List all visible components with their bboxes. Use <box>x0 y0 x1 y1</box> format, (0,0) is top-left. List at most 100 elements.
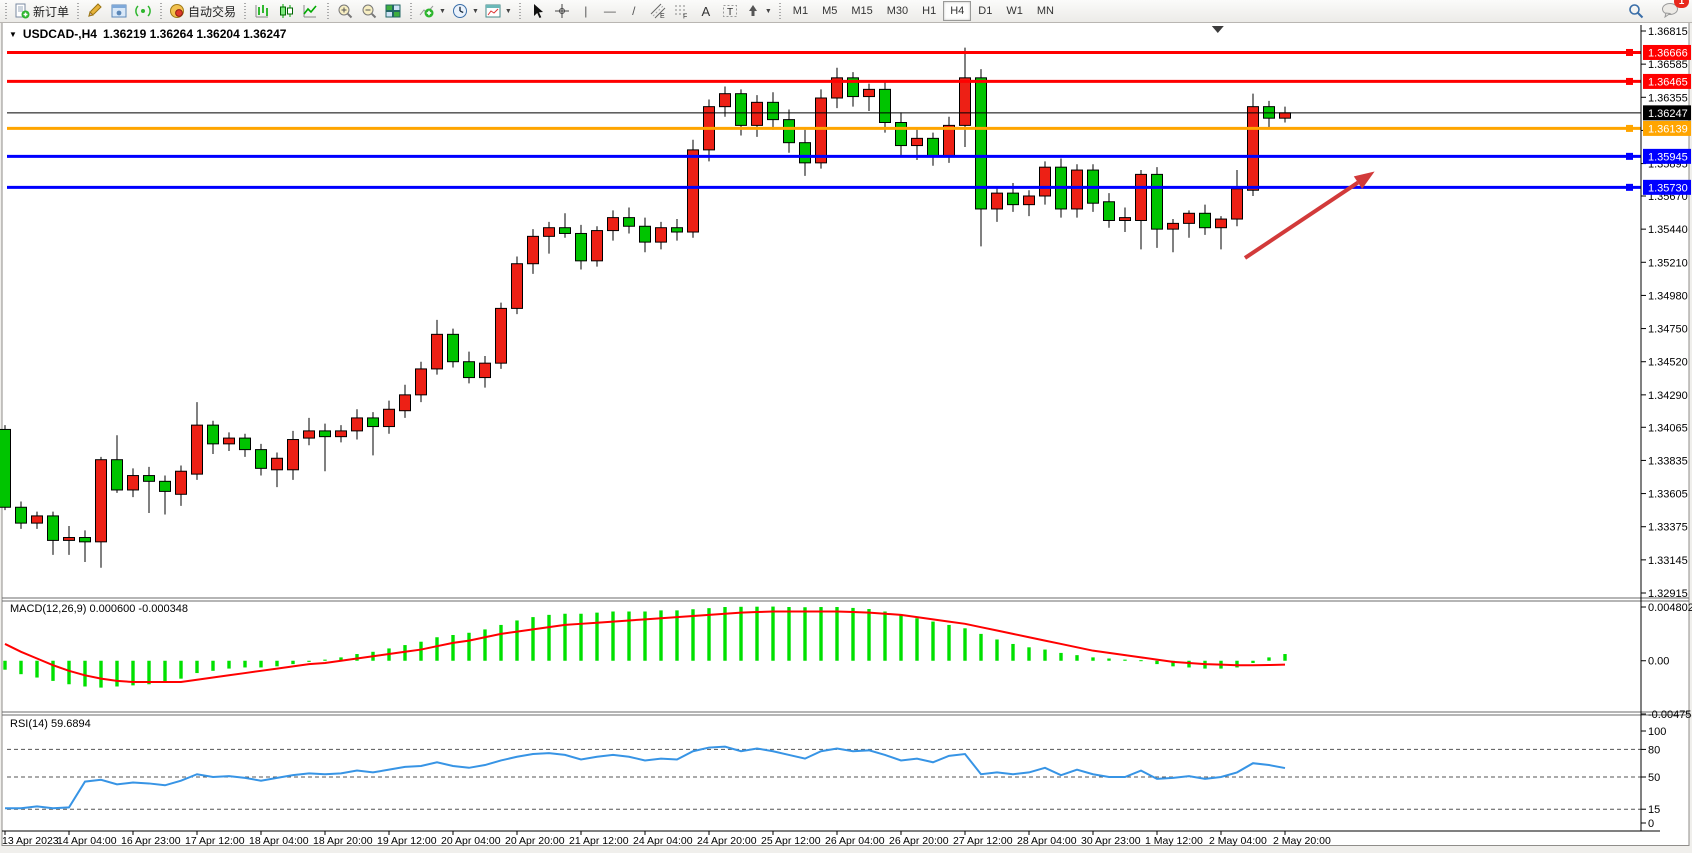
timeframe-mn-button[interactable]: MN <box>1036 5 1054 17</box>
macd-bar <box>1027 647 1031 661</box>
macd-bar <box>1251 660 1255 663</box>
hline-handle[interactable] <box>1626 183 1633 191</box>
candle <box>1151 173 1163 230</box>
autotrading-button[interactable]: 自动交易 <box>166 1 239 21</box>
zoom-in-button[interactable] <box>333 1 357 21</box>
svg-text:1.36139: 1.36139 <box>1648 123 1688 135</box>
cursor-button[interactable] <box>526 1 550 21</box>
timeframe-w1-button[interactable]: W1 <box>1006 5 1023 17</box>
candle <box>607 217 619 232</box>
candle <box>0 428 11 508</box>
svg-text:80: 80 <box>1648 744 1660 756</box>
vertical-line-button[interactable]: | <box>574 1 598 21</box>
candle <box>927 137 939 157</box>
channel-button[interactable]: E <box>646 1 670 21</box>
arrows-button[interactable]: ▼ <box>742 1 775 21</box>
svg-text:16 Apr 23:00: 16 Apr 23:00 <box>121 835 181 847</box>
macd-bar <box>1155 660 1159 665</box>
templates-button[interactable]: ▼ <box>482 1 515 21</box>
terminal-button[interactable] <box>107 1 131 21</box>
candle <box>207 424 219 445</box>
candle <box>815 97 827 164</box>
notification-badge[interactable]: 1 <box>1674 0 1689 8</box>
timeframe-d1-button[interactable]: D1 <box>978 5 993 17</box>
timeframe-m1-button[interactable]: M1 <box>792 5 809 17</box>
candle <box>591 230 603 262</box>
candle <box>239 437 251 451</box>
search-button[interactable] <box>1624 1 1648 21</box>
svg-text:1.35730: 1.35730 <box>1648 182 1688 194</box>
text-icon: A <box>701 3 711 19</box>
svg-text:24 Apr 20:00: 24 Apr 20:00 <box>697 835 757 847</box>
timeframe-h4-button[interactable]: H4 <box>943 1 972 21</box>
svg-text:100: 100 <box>1648 726 1666 738</box>
candle <box>159 480 171 492</box>
fibonacci-button[interactable]: F <box>670 1 694 21</box>
svg-text:15: 15 <box>1648 804 1660 816</box>
macd-bar <box>99 660 103 688</box>
macd-bar <box>195 660 199 674</box>
indicators-button[interactable]: ▼ <box>416 1 449 21</box>
chart-properties-button[interactable] <box>83 1 107 21</box>
macd-bar <box>83 660 87 687</box>
crosshair-button[interactable] <box>550 1 574 21</box>
candlestick-chart-button[interactable] <box>274 1 298 21</box>
chart-shift-marker[interactable] <box>1211 26 1224 33</box>
terminal-window-icon <box>111 4 127 18</box>
hline-handle[interactable] <box>1626 152 1633 160</box>
horizontal-line-button[interactable]: — <box>598 1 622 21</box>
macd-bar <box>179 660 183 679</box>
svg-text:26 Apr 04:00: 26 Apr 04:00 <box>825 835 885 847</box>
bar-chart-button[interactable] <box>250 1 274 21</box>
hline-handle[interactable] <box>1626 48 1633 56</box>
chevron-down-icon: ▼ <box>764 7 772 15</box>
timeframe-h1-button[interactable]: H1 <box>922 5 937 17</box>
price-axis[interactable]: 1.368151.365851.363551.361251.358951.356… <box>1641 26 1692 830</box>
macd-bar <box>67 660 71 685</box>
new-order-button[interactable]: 新订单 <box>11 1 72 21</box>
trendline-button[interactable]: / <box>622 1 646 21</box>
toolbar-grip[interactable] <box>2 3 9 19</box>
candle <box>63 537 75 541</box>
candle <box>1279 112 1291 119</box>
new-order-label: 新订单 <box>33 4 70 19</box>
rsi-line <box>5 745 1286 810</box>
candle <box>895 122 907 147</box>
candle <box>95 459 107 543</box>
hline-handle[interactable] <box>1626 124 1633 132</box>
notifications-button[interactable] <box>1658 0 1682 20</box>
candle <box>223 437 235 445</box>
tile-windows-button[interactable] <box>381 1 405 21</box>
line-chart-button[interactable] <box>298 1 322 21</box>
macd-bar <box>531 617 535 661</box>
timeframe-m30-button[interactable]: M30 <box>886 5 909 17</box>
text-button[interactable]: A <box>694 1 718 21</box>
text-label-button[interactable]: T <box>718 1 742 21</box>
candle <box>111 459 123 491</box>
svg-text:13 Apr 2023: 13 Apr 2023 <box>2 835 59 847</box>
chart-window <box>1 22 1690 846</box>
candle <box>383 408 395 428</box>
timeframe-m15-button[interactable]: M15 <box>851 5 873 17</box>
macd-bar <box>547 614 551 661</box>
svg-text:1.36666: 1.36666 <box>1648 47 1688 59</box>
hline-handle[interactable] <box>1626 77 1633 85</box>
periods-button[interactable]: ▼ <box>449 1 482 21</box>
signals-button[interactable] <box>131 1 155 21</box>
candle <box>559 227 571 234</box>
candle <box>527 235 539 265</box>
collapse-arrow-icon[interactable]: ▼ <box>9 29 17 39</box>
svg-text:1.34750: 1.34750 <box>1648 324 1688 336</box>
zoom-out-button[interactable] <box>357 1 381 21</box>
macd-bar <box>867 609 871 661</box>
macd-bar <box>611 611 615 661</box>
chevron-down-icon: ▼ <box>471 7 479 15</box>
svg-text:1.33835: 1.33835 <box>1648 455 1688 467</box>
candle <box>991 192 1003 210</box>
svg-text:27 Apr 12:00: 27 Apr 12:00 <box>953 835 1013 847</box>
trend-arrow-annotation[interactable] <box>1243 171 1375 260</box>
horizontal-line-icon: — <box>603 4 616 18</box>
timeframe-m5-button[interactable]: M5 <box>822 5 838 17</box>
